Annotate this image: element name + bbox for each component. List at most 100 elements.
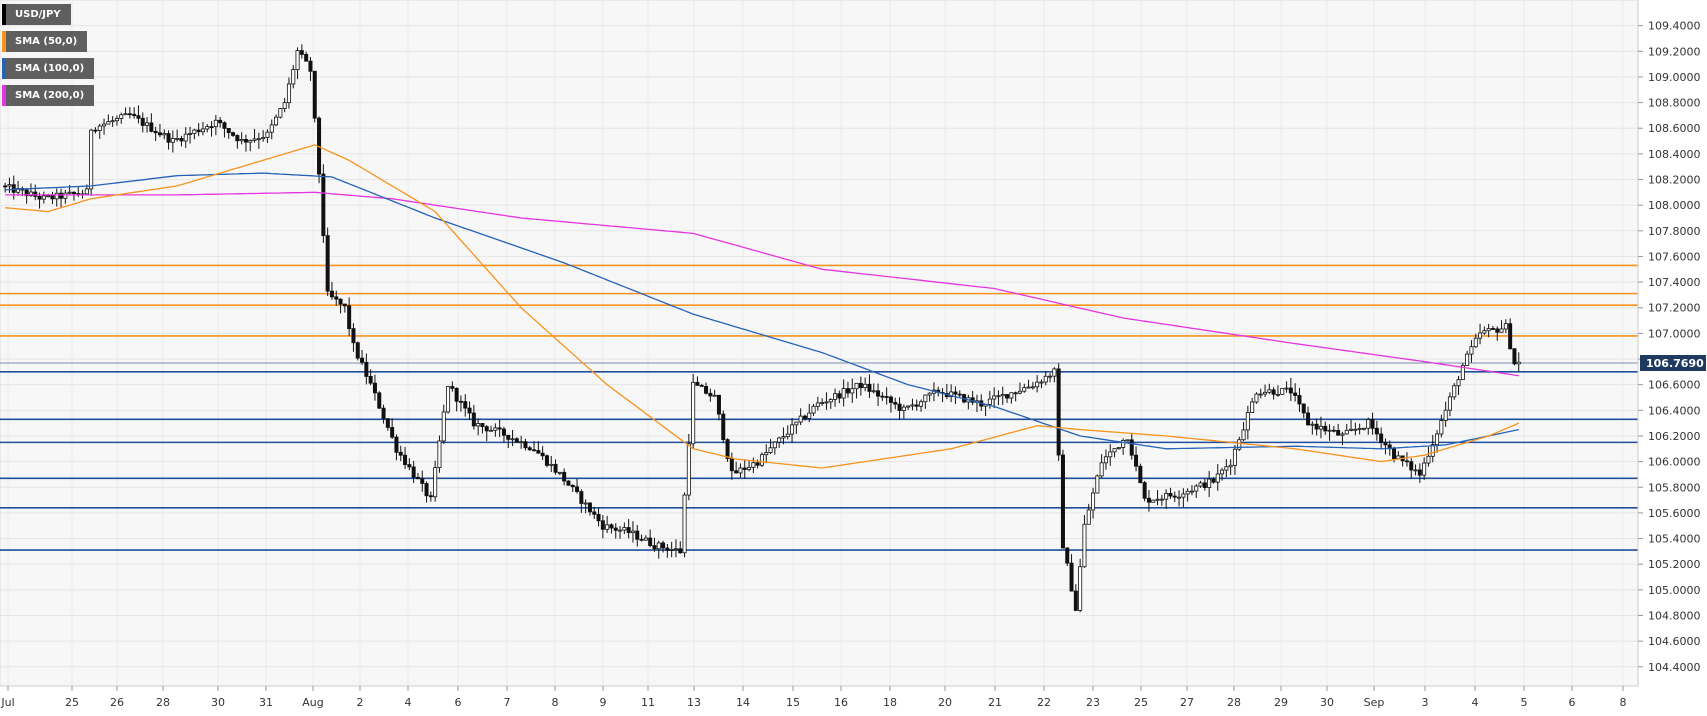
candle-body: [1383, 442, 1388, 446]
candle: [566, 480, 571, 486]
candle: [854, 382, 859, 399]
candle: [682, 492, 687, 558]
x-tick-label: 26: [110, 696, 124, 709]
candle: [1245, 405, 1250, 440]
candle-body: [136, 115, 141, 119]
candle-body: [1013, 392, 1018, 395]
candle-body: [424, 483, 429, 497]
candle-body: [1456, 379, 1461, 387]
candle-body: [1022, 387, 1027, 392]
candle-body: [729, 458, 734, 472]
candle-body: [437, 440, 442, 468]
candle-body: [1112, 448, 1117, 453]
candle-body: [295, 50, 300, 70]
candle-body: [1241, 429, 1246, 441]
candle: [893, 397, 898, 410]
y-tick-label: 105.4000: [1648, 533, 1701, 546]
candle-body: [884, 396, 889, 398]
x-tick-label: 4: [405, 696, 412, 709]
candle: [295, 47, 300, 80]
candle: [1482, 326, 1487, 335]
candle: [123, 107, 128, 116]
candle-body: [1503, 323, 1508, 330]
candle-body: [235, 135, 240, 142]
candle-body: [102, 123, 107, 127]
candle-body: [699, 384, 704, 387]
candle-body: [1254, 393, 1259, 403]
candle: [1314, 418, 1319, 436]
sma100-line: [5, 172, 1519, 450]
candle-body: [458, 400, 463, 403]
candle-body: [493, 427, 498, 431]
candle-body: [1082, 523, 1087, 568]
candle: [949, 384, 954, 403]
y-tick-label: 107.2000: [1648, 302, 1701, 315]
x-tick-label: 25: [65, 696, 79, 709]
candle-body: [1224, 466, 1229, 471]
candle-body: [213, 119, 218, 128]
y-tick-label: 104.8000: [1648, 609, 1701, 622]
legend-item[interactable]: USD/JPY: [2, 4, 71, 25]
candle-body: [50, 195, 55, 200]
candle: [321, 164, 326, 243]
y-tick-label: 107.0000: [1648, 327, 1701, 340]
legend-item[interactable]: SMA (100,0): [2, 58, 95, 79]
y-tick-label: 105.2000: [1648, 558, 1701, 571]
candle: [699, 383, 704, 387]
x-axis: Jul 25 26 28 30 31 Aug 2 4 6 7 8 9 11 13 14 15 16 18 20 21 22…: [0, 685, 1638, 709]
legend-item[interactable]: SMA (50,0): [2, 31, 88, 52]
candle: [613, 523, 618, 539]
candle-body: [1310, 423, 1315, 426]
candle: [686, 433, 691, 501]
legend-item[interactable]: SMA (200,0): [2, 85, 95, 106]
candle-body: [209, 126, 214, 129]
x-tick-label: 21: [988, 696, 1002, 709]
candle: [880, 392, 885, 401]
y-tick-label: 108.2000: [1648, 174, 1701, 187]
candle-body: [1103, 456, 1108, 464]
candle-body: [347, 305, 352, 330]
candle-body: [140, 117, 145, 126]
candle-body: [252, 138, 257, 141]
candle: [1151, 499, 1156, 503]
candle-body: [1189, 490, 1194, 493]
candle-body: [1228, 464, 1233, 468]
candle: [1116, 447, 1121, 450]
candle: [127, 107, 132, 119]
candle-body: [704, 386, 709, 394]
candle: [759, 452, 764, 468]
candle: [1456, 375, 1461, 396]
candle-body: [1099, 462, 1104, 477]
candle: [41, 191, 46, 204]
candle: [527, 445, 532, 451]
candle-body: [329, 290, 334, 298]
candle-body: [1482, 330, 1487, 334]
candle: [1318, 416, 1323, 439]
candle-body: [742, 467, 747, 470]
candle-body: [16, 188, 21, 193]
candle-body: [1065, 547, 1070, 564]
candle: [1129, 433, 1134, 460]
candle-body: [153, 131, 158, 134]
y-tick-label: 108.4000: [1648, 148, 1701, 161]
candle: [1202, 478, 1207, 491]
candle: [334, 290, 339, 306]
candle-body: [562, 471, 567, 482]
candle: [1263, 384, 1268, 397]
candle-body: [114, 118, 119, 122]
candle: [209, 121, 214, 137]
candle-body: [1473, 337, 1478, 348]
candle-body: [777, 437, 782, 443]
candle-body: [1301, 403, 1306, 414]
candle: [661, 540, 666, 553]
candle: [609, 523, 614, 534]
candle-body: [648, 537, 653, 546]
x-tick-label: 11: [641, 696, 655, 709]
candle-body: [1035, 381, 1040, 388]
candle-body: [1516, 361, 1521, 365]
candle-body: [863, 383, 868, 388]
candle: [433, 460, 438, 502]
y-tick-label: 109.2000: [1648, 45, 1701, 58]
candle: [1512, 348, 1517, 366]
